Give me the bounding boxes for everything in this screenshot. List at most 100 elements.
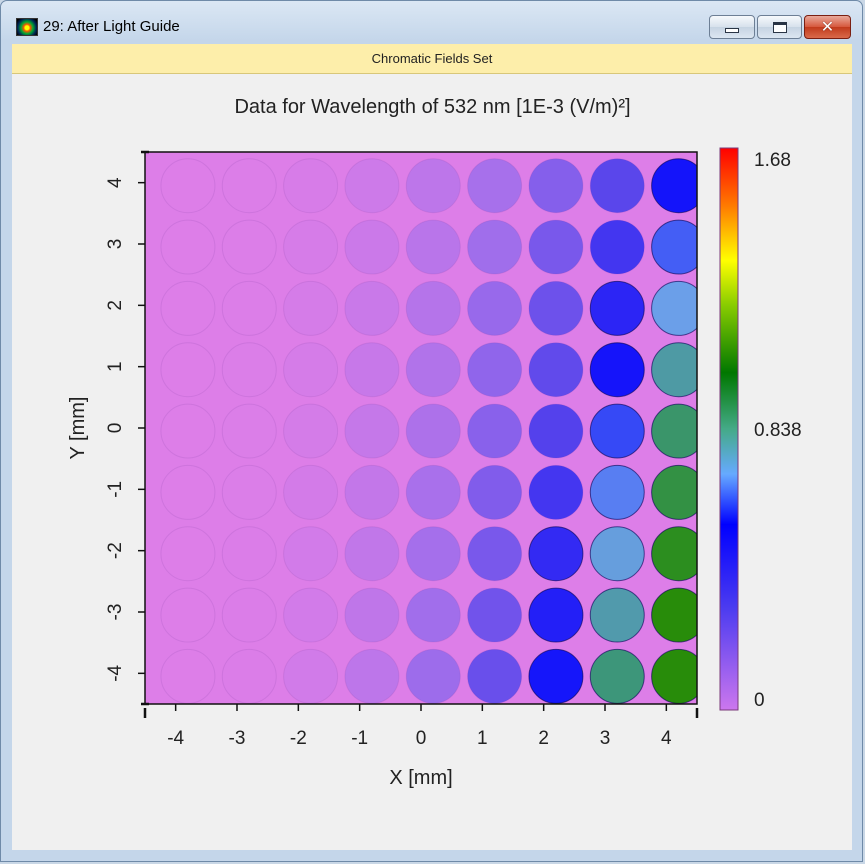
close-icon: ✕ — [820, 17, 835, 36]
field-spot — [283, 280, 339, 336]
field-spot — [221, 403, 277, 459]
field-spot — [405, 158, 461, 214]
x-tick-label: 4 — [661, 728, 672, 749]
field-spot — [221, 464, 277, 520]
field-spot — [589, 464, 645, 520]
field-spot — [344, 587, 400, 643]
field-spot — [283, 526, 339, 582]
field-spot — [160, 342, 216, 398]
field-spot — [405, 648, 461, 704]
field-spot — [589, 403, 645, 459]
minimize-icon — [725, 27, 739, 33]
y-tick-label: -4 — [105, 664, 126, 681]
field-spot — [589, 526, 645, 582]
close-button[interactable]: ✕ — [804, 15, 851, 39]
chart-title: Data for Wavelength of 532 nm [1E-3 (V/m… — [234, 96, 631, 118]
field-spot — [651, 219, 697, 275]
colorbar-mid-label: 0.838 — [754, 420, 802, 441]
field-spot — [344, 342, 400, 398]
document-header: Chromatic Fields Set — [12, 44, 852, 74]
field-spot — [528, 158, 584, 214]
field-spot — [467, 648, 523, 704]
field-spot — [589, 587, 645, 643]
field-spot — [160, 648, 216, 704]
x-tick-label: -3 — [229, 728, 246, 749]
y-tick-label: 3 — [105, 239, 126, 250]
field-spot — [283, 648, 339, 704]
field-spot — [528, 464, 584, 520]
field-spot — [528, 280, 584, 336]
maximize-button[interactable] — [757, 15, 802, 39]
field-spot — [405, 526, 461, 582]
field-spot — [221, 587, 277, 643]
field-spot — [344, 219, 400, 275]
y-tick-label: 0 — [105, 423, 126, 434]
y-tick-label: -3 — [105, 604, 126, 621]
field-spot — [405, 342, 461, 398]
x-tick-label: -2 — [290, 728, 307, 749]
field-spot — [344, 464, 400, 520]
field-spot — [344, 158, 400, 214]
field-spot — [344, 403, 400, 459]
field-spot — [528, 342, 584, 398]
field-spot — [221, 648, 277, 704]
y-axis-label: Y [mm] — [67, 397, 89, 460]
field-spot — [405, 464, 461, 520]
y-tick-label: -1 — [105, 481, 126, 498]
field-spot — [651, 526, 697, 582]
field-spot — [221, 526, 277, 582]
field-spot — [160, 280, 216, 336]
field-spot — [160, 464, 216, 520]
field-spot — [528, 587, 584, 643]
title-bar[interactable]: 29: After Light Guide ✕ — [1, 1, 862, 45]
field-spot — [160, 403, 216, 459]
window-title: 29: After Light Guide — [43, 18, 180, 35]
field-spot — [221, 219, 277, 275]
y-tick-label: 2 — [105, 300, 126, 311]
x-axis-label: X [mm] — [389, 767, 452, 789]
y-tick-label: -2 — [105, 542, 126, 559]
field-spot — [467, 219, 523, 275]
x-tick-label: 3 — [600, 728, 611, 749]
field-spot — [467, 342, 523, 398]
field-spot — [589, 219, 645, 275]
minimize-button[interactable] — [709, 15, 755, 39]
field-spot — [283, 587, 339, 643]
field-spot — [467, 403, 523, 459]
field-spot — [344, 526, 400, 582]
field-spot — [589, 342, 645, 398]
field-spot — [589, 158, 645, 214]
field-spot — [405, 280, 461, 336]
x-tick-label: 2 — [538, 728, 549, 749]
app-icon[interactable] — [16, 18, 38, 36]
field-spot — [651, 280, 697, 336]
field-spot — [528, 648, 584, 704]
x-tick-label: -4 — [167, 728, 184, 749]
field-spot — [528, 403, 584, 459]
field-spot — [405, 587, 461, 643]
field-spot — [160, 158, 216, 214]
field-spot — [283, 403, 339, 459]
field-spot — [283, 342, 339, 398]
field-spot — [160, 526, 216, 582]
field-spot — [589, 280, 645, 336]
field-spot — [528, 219, 584, 275]
maximize-icon — [772, 21, 787, 33]
field-spot — [467, 526, 523, 582]
field-spot — [283, 158, 339, 214]
field-spot — [283, 219, 339, 275]
field-spot — [221, 342, 277, 398]
field-spot — [467, 158, 523, 214]
field-spot — [589, 648, 645, 704]
field-spot — [651, 464, 697, 520]
y-tick-label: 4 — [105, 177, 126, 188]
field-spot — [283, 464, 339, 520]
field-spot — [651, 158, 697, 214]
colorbar-max-label: 1.68 — [754, 150, 791, 171]
field-spot — [221, 280, 277, 336]
field-spot — [405, 219, 461, 275]
colorbar — [719, 147, 739, 711]
field-spot — [221, 158, 277, 214]
y-tick-label: 1 — [105, 361, 126, 372]
